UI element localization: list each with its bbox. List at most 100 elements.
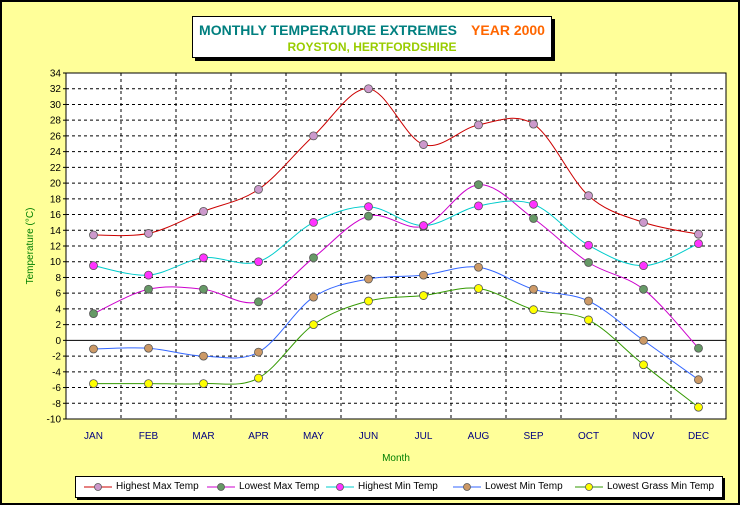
data-point	[364, 296, 373, 306]
data-point	[639, 284, 648, 294]
data-point	[89, 309, 98, 319]
data-point	[254, 347, 263, 357]
data-point	[419, 221, 428, 230]
data-point	[89, 261, 98, 271]
y-axis-title: Temperature (°C)	[25, 208, 36, 285]
temperature-chart: 3432302826242220181614121086420-2-4-6-8-…	[25, 69, 727, 464]
data-point	[694, 343, 703, 353]
data-point	[144, 229, 153, 238]
y-tick-label: 12	[50, 242, 62, 253]
y-tick-label: 14	[50, 226, 62, 237]
legend-label: Highest Max Temp	[116, 481, 199, 492]
legend-label: Lowest Min Temp	[485, 481, 563, 492]
data-point	[199, 206, 208, 216]
legend-swatch	[84, 483, 112, 491]
y-tick-label: 6	[55, 289, 61, 300]
data-point	[584, 240, 593, 250]
data-point	[309, 218, 318, 227]
y-tick-label: 0	[55, 336, 61, 347]
data-point	[694, 402, 703, 412]
y-tick-label: -8	[52, 399, 61, 410]
x-axis-ticks: JAN FEB MAR APR MAY JUN JUL AUG SEP OCT NOV DEC	[84, 431, 709, 442]
data-point	[144, 343, 153, 353]
data-point	[144, 270, 153, 280]
x-tick-label: OCT	[578, 431, 599, 442]
x-tick-label: JUN	[359, 431, 378, 442]
data-point	[254, 257, 263, 267]
y-tick-label: 24	[50, 147, 62, 158]
data-point	[474, 201, 483, 211]
data-point	[529, 214, 538, 223]
legend: Highest Max Temp Lowest Max Temp Highest M…	[75, 476, 723, 498]
data-point	[529, 199, 538, 209]
data-point	[199, 379, 208, 389]
y-tick-label: 20	[50, 179, 62, 190]
x-tick-label: APR	[248, 431, 269, 442]
data-point	[309, 320, 318, 330]
data-point	[694, 375, 703, 385]
data-point	[584, 191, 593, 201]
x-axis-title: Month	[382, 453, 410, 464]
y-tick-label: 30	[50, 100, 62, 111]
data-point	[89, 344, 98, 354]
y-tick-label: 2	[55, 320, 61, 331]
legend-swatch	[575, 483, 603, 491]
data-point	[254, 297, 263, 307]
legend-swatch	[453, 483, 481, 491]
x-tick-label: FEB	[139, 431, 159, 442]
data-point	[364, 84, 373, 94]
data-point	[639, 335, 648, 345]
x-tick-label: DEC	[688, 431, 709, 442]
data-point	[584, 258, 593, 267]
data-point	[419, 291, 428, 300]
y-tick-label: 26	[50, 131, 62, 142]
data-point	[529, 284, 538, 294]
x-tick-label: JAN	[84, 431, 103, 442]
data-point	[254, 184, 263, 194]
legend-swatch	[207, 483, 235, 491]
x-tick-label: AUG	[468, 431, 490, 442]
data-point	[584, 315, 593, 325]
y-tick-label: 8	[55, 273, 61, 284]
data-point	[144, 284, 153, 294]
y-tick-label: 16	[50, 210, 62, 221]
data-point	[474, 120, 483, 130]
data-point	[584, 296, 593, 306]
data-point	[529, 305, 538, 315]
data-point	[364, 211, 373, 221]
legend-label: Lowest Grass Min Temp	[607, 481, 715, 492]
chart-title: MONTHLY TEMPERATURE EXTREMES	[199, 22, 458, 38]
data-point	[419, 270, 428, 280]
data-point	[199, 253, 208, 263]
legend-label: Highest Min Temp	[358, 481, 438, 492]
data-point	[364, 202, 373, 212]
chart-subtitle: ROYSTON, HERTFORDSHIRE	[287, 40, 457, 54]
y-tick-label: 34	[50, 69, 62, 80]
x-tick-label: MAR	[192, 431, 214, 442]
data-point	[639, 360, 648, 370]
data-point	[309, 131, 318, 141]
grid	[65, 72, 727, 420]
y-axis-ticks: 3432302826242220181614121086420-2-4-6-8-…	[47, 69, 66, 426]
data-point	[254, 373, 263, 383]
legend-swatch	[326, 483, 354, 491]
y-tick-label: -6	[52, 383, 61, 394]
y-tick-label: -4	[52, 367, 61, 378]
y-tick-label: -10	[47, 415, 62, 426]
y-tick-label: 22	[50, 163, 62, 174]
data-point	[474, 262, 483, 272]
x-tick-label: NOV	[633, 431, 655, 442]
data-point	[199, 351, 208, 361]
x-tick-label: MAY	[303, 431, 324, 442]
y-tick-label: -2	[52, 352, 61, 363]
x-tick-label: JUL	[415, 431, 433, 442]
y-tick-label: 4	[55, 304, 61, 315]
data-point	[694, 229, 703, 239]
y-tick-label: 10	[50, 257, 62, 268]
series-markers	[89, 84, 703, 412]
data-point	[364, 274, 373, 284]
data-point	[144, 379, 153, 389]
data-point	[89, 230, 98, 240]
data-point	[529, 119, 538, 129]
